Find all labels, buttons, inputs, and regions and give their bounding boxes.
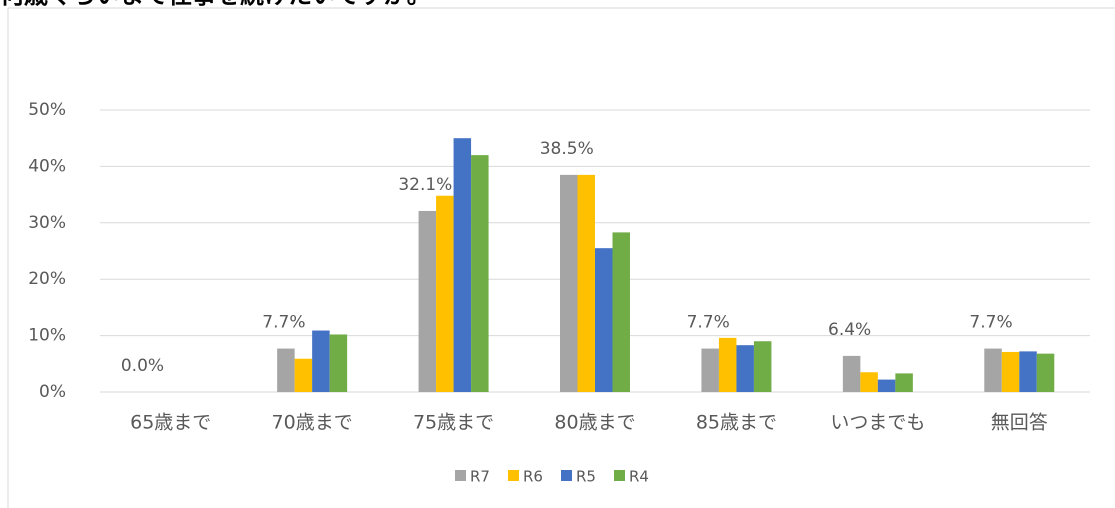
bar bbox=[860, 372, 878, 392]
data-label: 38.5% bbox=[540, 139, 594, 159]
bar bbox=[329, 334, 348, 392]
legend-swatch bbox=[561, 470, 572, 481]
bar bbox=[984, 348, 1002, 392]
x-tick-label: 70歳まで bbox=[272, 412, 353, 434]
x-tick-label: 75歳まで bbox=[413, 412, 494, 434]
bar bbox=[418, 210, 437, 392]
bar bbox=[1001, 351, 1020, 392]
data-label: 7.7% bbox=[969, 313, 1012, 333]
bar bbox=[560, 174, 578, 392]
data-label: 6.4% bbox=[828, 320, 871, 340]
legend-swatch bbox=[508, 470, 519, 481]
legend-label: R4 bbox=[629, 468, 649, 486]
bar bbox=[895, 373, 913, 392]
data-label: 32.1% bbox=[398, 175, 452, 195]
data-label: 0.0% bbox=[121, 356, 164, 376]
bar bbox=[436, 195, 454, 392]
bar bbox=[595, 248, 613, 392]
y-tick-label: 40% bbox=[28, 156, 66, 176]
legend-swatch bbox=[455, 470, 466, 481]
legend-label: R6 bbox=[523, 468, 543, 486]
bar bbox=[312, 330, 330, 392]
x-tick-label: 80歳まで bbox=[554, 412, 635, 434]
y-tick-label: 30% bbox=[28, 213, 66, 233]
x-tick-label: 無回答 bbox=[991, 412, 1048, 434]
bar bbox=[577, 174, 595, 392]
bar bbox=[294, 358, 313, 392]
x-tick-label: 65歳まで bbox=[130, 412, 211, 434]
bar bbox=[736, 345, 754, 392]
bar bbox=[1019, 351, 1037, 392]
y-tick-label: 10% bbox=[28, 326, 66, 346]
chart-title: 何歳ぐらいまで仕事を続けたいですか。 bbox=[0, 0, 431, 9]
data-label: 7.7% bbox=[687, 313, 730, 333]
legend-swatch bbox=[614, 470, 625, 481]
bar bbox=[718, 337, 737, 392]
y-tick-label: 20% bbox=[28, 269, 66, 289]
bar bbox=[753, 341, 772, 392]
y-tick-label: 0% bbox=[39, 382, 66, 402]
bar bbox=[877, 379, 896, 392]
x-tick-label: いつまでも bbox=[830, 412, 925, 434]
legend-label: R7 bbox=[470, 468, 490, 486]
data-label: 7.7% bbox=[262, 313, 305, 333]
y-tick-label: 50% bbox=[28, 100, 66, 120]
bar bbox=[471, 155, 489, 392]
bar bbox=[453, 138, 472, 392]
bar bbox=[277, 348, 295, 392]
x-tick-label: 85歳まで bbox=[696, 412, 777, 434]
bar bbox=[842, 355, 861, 392]
legend-label: R5 bbox=[576, 468, 596, 486]
bar bbox=[1036, 353, 1055, 392]
bar bbox=[701, 348, 719, 392]
bar bbox=[612, 232, 630, 392]
